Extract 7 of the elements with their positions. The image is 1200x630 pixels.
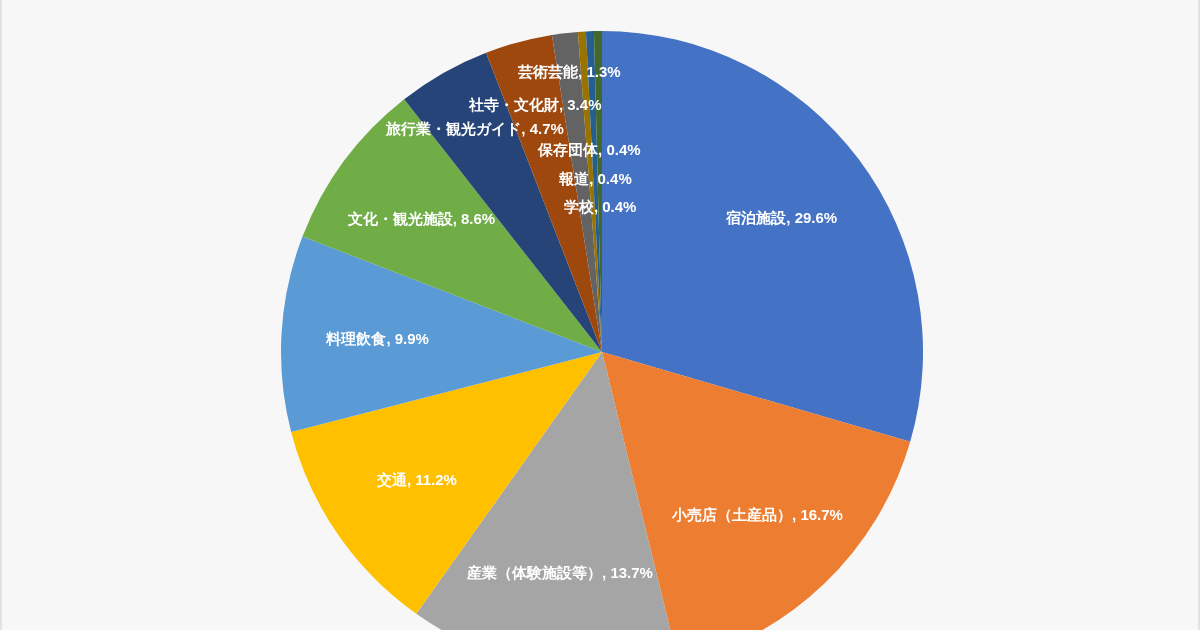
slice-label: 料理飲食, 9.9% [325,330,429,348]
slice-label: 交通, 11.2% [375,470,457,488]
slice-label: 旅行業・観光ガイド, 4.7% [385,120,564,138]
slice-label: 文化・観光施設, 8.6% [346,209,496,227]
slice-label: 産業（体験施設等）, 13.7% [466,564,653,582]
slice-label: 小売店（土産品）, 16.7% [671,505,843,523]
slice-label: 宿泊施設, 29.6% [725,208,838,226]
